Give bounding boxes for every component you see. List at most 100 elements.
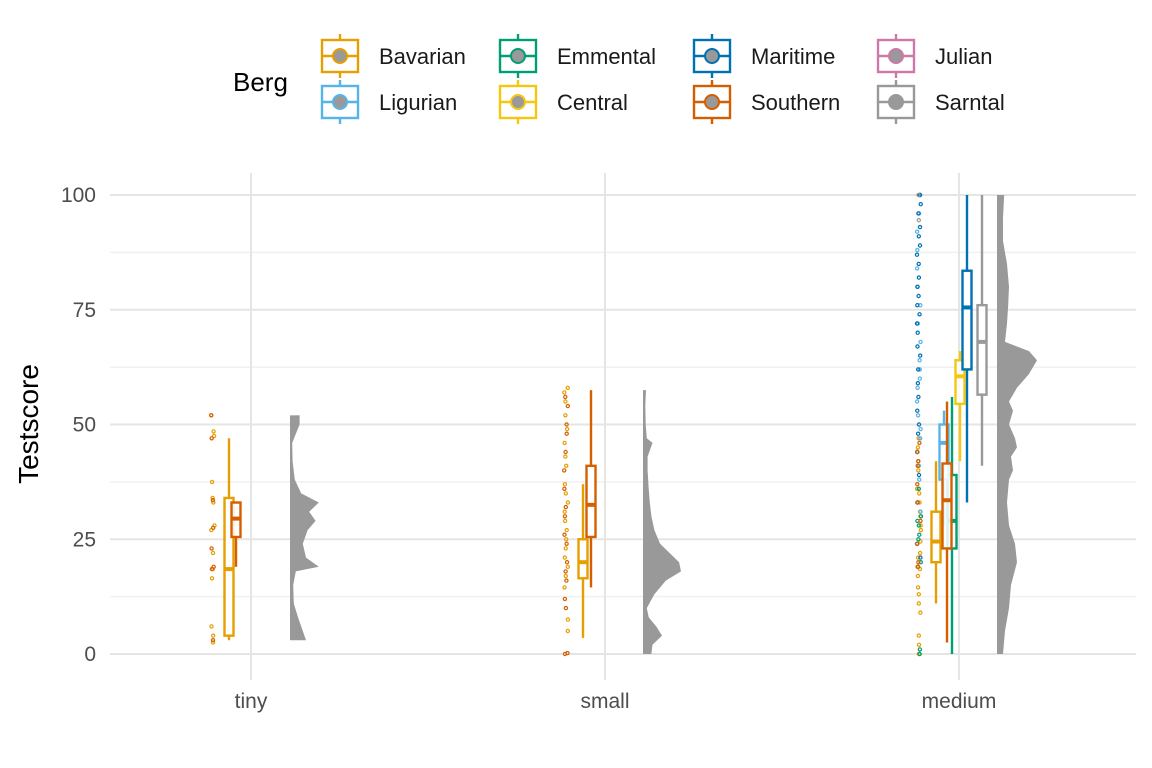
point-bavarian [562, 518, 568, 524]
point-bavarian [916, 633, 922, 638]
x-tick-label-tiny: tiny [235, 690, 268, 713]
density-tiny [290, 415, 319, 641]
box-medium-central [954, 351, 966, 462]
point-maritime [915, 330, 920, 335]
legend-key-dot [704, 94, 720, 110]
point-southern [915, 482, 920, 487]
point-bavarian [918, 610, 923, 615]
legend-item-maritime: Maritime [692, 34, 835, 78]
point-layer [208, 192, 924, 657]
point-southern [564, 422, 569, 427]
point-emmental [917, 647, 923, 652]
point-bavarian [565, 500, 571, 505]
point-bavarian [915, 585, 921, 590]
point-maritime [915, 408, 920, 413]
point-southern [562, 514, 568, 519]
point-bavarian [562, 555, 568, 560]
point-ligurian [914, 229, 920, 234]
point-southern [562, 486, 567, 491]
point-maritime [916, 234, 922, 239]
box-iqr [954, 359, 966, 406]
point-bavarian [565, 385, 570, 390]
point-bavarian [209, 576, 215, 581]
point-emmental [917, 532, 922, 537]
point-ligurian [917, 358, 922, 363]
box-small-bavarian [577, 484, 589, 638]
density-medium [997, 195, 1037, 654]
point-bavarian [916, 592, 922, 597]
x-tick-label-small: small [580, 690, 629, 713]
y-axis-title: Testscore [13, 364, 44, 484]
point-maritime [914, 321, 920, 326]
point-southern [209, 546, 214, 551]
point-emmental [916, 523, 922, 528]
point-ligurian [917, 477, 922, 482]
point-ligurian [914, 266, 920, 271]
point-bavarian [918, 523, 923, 528]
point-maritime [915, 303, 920, 308]
box-medium-maritime [961, 195, 973, 503]
point-maritime [916, 394, 921, 400]
box-small-southern [585, 390, 597, 588]
box-medium-southern [941, 401, 953, 643]
legend-label: Ligurian [379, 90, 457, 115]
point-emmental [918, 560, 924, 565]
point-southern [211, 564, 216, 570]
legend: Berg Bavarian Ligurian Emmental Central Mari… [233, 34, 1005, 124]
box-layer [223, 195, 988, 654]
point-emmental [916, 486, 922, 491]
point-southern [915, 541, 920, 547]
y-tick-label: 25 [73, 528, 96, 551]
point-southern [208, 413, 214, 418]
legend-key-dot [888, 94, 904, 110]
legend-label: Maritime [751, 44, 835, 69]
box-iqr [223, 496, 235, 637]
point-southern [209, 436, 214, 441]
point-bavarian [562, 390, 567, 395]
point-maritime [918, 201, 923, 207]
point-southern [563, 449, 568, 455]
point-bavarian [916, 436, 921, 441]
box-medium-bavarian [930, 461, 942, 604]
point-bavarian [211, 500, 216, 505]
point-maritime [916, 472, 922, 478]
point-emmental [916, 537, 921, 542]
point-bavarian [211, 429, 216, 434]
point-ligurian [918, 339, 923, 345]
point-bavarian [210, 633, 216, 638]
point-ligurian [914, 399, 920, 404]
point-bavarian [563, 413, 568, 418]
legend-key-dot [332, 48, 348, 64]
point-bavarian [209, 479, 215, 485]
point-bavarian [563, 546, 568, 551]
point-southern [564, 560, 570, 565]
y-tick-label: 0 [84, 643, 96, 666]
box-iqr [577, 538, 589, 580]
legend-label: Bavarian [379, 44, 466, 69]
point-southern [562, 596, 568, 602]
x-tick-label-medium: medium [922, 690, 997, 713]
point-bavarian [562, 509, 567, 514]
box-medium-sarntal [976, 195, 988, 466]
point-southern [918, 518, 923, 524]
point-ligurian [918, 509, 923, 514]
point-bavarian [915, 445, 921, 450]
y-tick-label: 75 [73, 299, 96, 322]
point-southern [917, 440, 922, 446]
point-maritime [917, 224, 923, 230]
legend-label: Sarntal [935, 90, 1005, 115]
point-southern [915, 500, 920, 505]
y-tick-label: 100 [61, 184, 96, 207]
legend-label: Southern [751, 90, 840, 115]
point-bavarian [916, 601, 922, 606]
legend-key-dot [704, 48, 720, 64]
point-bavarian [918, 527, 924, 533]
legend-item-emmental: Emmental [498, 34, 656, 78]
box-iqr [585, 464, 597, 539]
box-iqr [961, 269, 973, 371]
legend-label: Julian [935, 44, 992, 69]
density-layer [290, 195, 1037, 654]
point-bavarian [915, 573, 921, 579]
legend-title: Berg [233, 67, 288, 97]
